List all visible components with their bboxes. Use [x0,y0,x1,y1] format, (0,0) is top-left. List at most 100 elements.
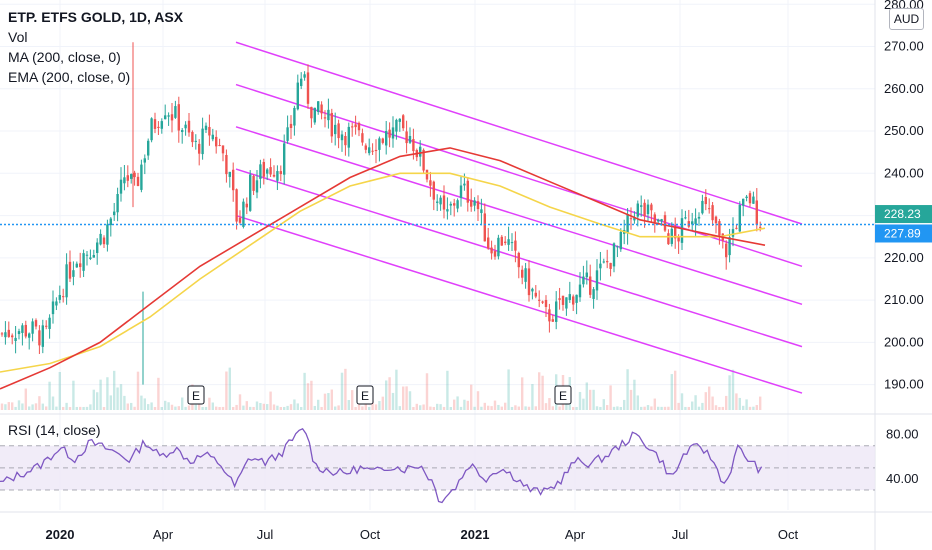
earnings-marker [187,385,205,405]
candle-body [561,295,565,305]
volume-bar [7,402,10,410]
volume-bar [204,406,208,410]
candle-body [147,140,150,156]
volume-bar [177,406,180,410]
volume-bar [391,392,395,410]
candle-body [208,126,211,136]
volume-bar [667,406,670,410]
time-tick-label: 2021 [461,527,490,542]
candle-body [143,158,146,163]
price-axis[interactable]: 190.00200.00210.00220.00230.00240.00250.… [875,0,932,486]
ma-indicator-label[interactable]: MA (200, close, 0) [8,49,121,65]
candle-body [276,171,279,181]
candle-body [585,272,588,278]
volume-bar [504,402,507,410]
volume-bar [415,403,418,410]
price-badge-last [875,205,932,224]
volume-bar [674,370,677,410]
time-tick-label: Jul [672,527,689,542]
candle-body [738,205,741,232]
volume-bar [602,399,605,410]
volume-bar [687,406,690,410]
earnings-marker-label: E [559,389,567,403]
candle-body [568,294,571,300]
volume-bar [225,371,228,410]
volume-bar [398,406,401,410]
candle-body [697,216,701,219]
candle-body [589,276,592,295]
symbol-title[interactable]: ETP. ETFS GOLD, 1D, ASX [8,9,184,25]
volume-bar [38,396,41,410]
candle-body [490,247,493,254]
candle-body [510,242,514,244]
candle-body [544,299,548,308]
candle-body [473,200,476,206]
volume-bar [228,367,231,410]
volume-bar [680,393,684,410]
ma-200-line [0,172,766,373]
volume-bar [697,406,701,410]
candle-body [606,261,609,263]
candle-body [565,297,568,309]
candle-body [456,200,459,209]
volume-indicator-label[interactable]: Vol [8,29,28,45]
currency-badge[interactable]: AUD [889,8,924,30]
volume-bar [17,400,21,410]
candle-body [153,119,157,129]
volume-bar [269,391,272,410]
volume-bar [306,383,310,410]
volume-bar [208,397,211,410]
candle-body [113,211,116,216]
candle-body [323,117,327,119]
candle-body [541,301,544,303]
volume-bar [351,390,354,410]
volume-bar [357,403,361,410]
volume-bar [296,403,299,410]
volume-bar [252,406,255,410]
volume-bar [425,373,429,410]
candle-body [446,209,449,212]
time-tick-label: Oct [360,527,381,542]
candle-body [96,242,99,253]
volume-bar [548,398,551,410]
rsi-line [0,427,763,504]
volume-bar [14,406,17,410]
volume-bar [21,403,24,410]
volume-bar [113,370,116,410]
time-tick-label: 2020 [46,527,75,542]
candle-body [629,218,633,220]
volume-bar [731,369,735,410]
volume-bar [368,406,371,410]
candle-body [14,337,17,342]
volume-bar [616,406,619,410]
volume-bar [714,405,718,410]
time-axis[interactable]: 2020 Apr Jul Oct 2021 Apr Jul Oct [46,527,799,542]
candle-body [449,203,452,206]
volume-bar [558,406,561,410]
candle-body [711,205,714,221]
candle-body [357,122,361,131]
candle-body [436,201,439,203]
volume-bar [510,406,514,410]
volume-bar [55,406,58,410]
candle-body [442,195,446,210]
candle-body [48,317,51,329]
candle-body [657,219,660,222]
rsi-indicator-label[interactable]: RSI (14, close) [8,422,101,438]
volume-bar [167,402,170,410]
time-tick-label: Apr [153,527,174,542]
candle-body [201,128,204,155]
volume-bar [524,406,527,410]
candle-body [92,255,95,258]
time-tick-label: Apr [565,527,586,542]
candle-body [521,269,524,278]
candle-body [684,217,687,219]
volume-bar [266,404,269,410]
candle-body [82,253,85,271]
ema-indicator-label[interactable]: EMA (200, close, 0) [8,69,131,85]
candle-body [191,131,194,143]
volume-bar [436,403,439,410]
volume-bar [194,404,197,410]
candle-body [459,185,463,198]
candle-body [320,104,323,114]
